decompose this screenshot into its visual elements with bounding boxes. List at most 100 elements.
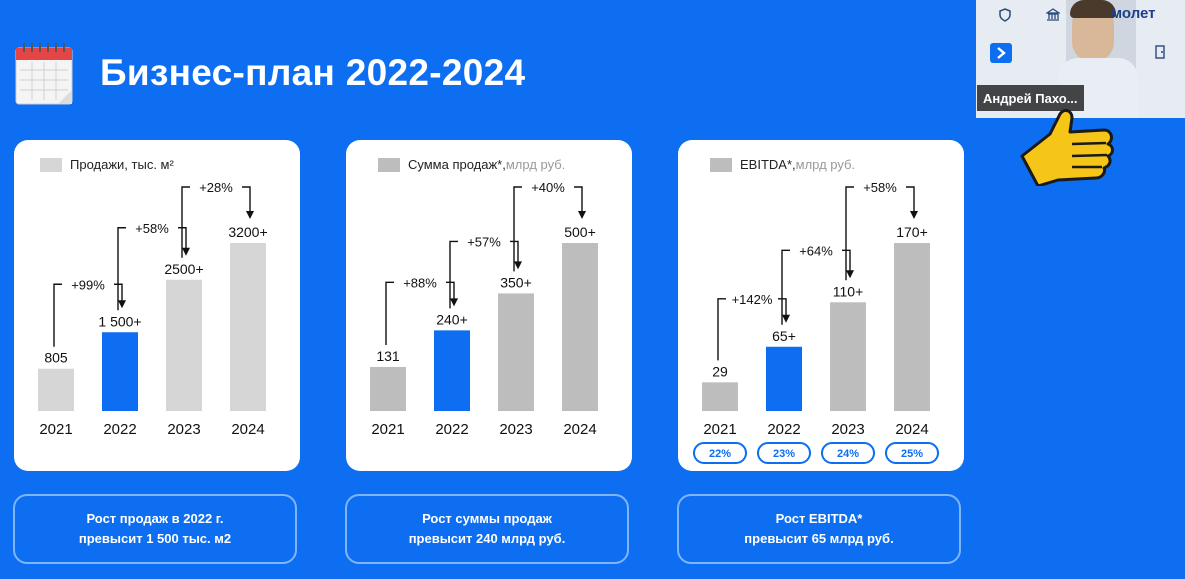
bar-2021 — [38, 368, 74, 411]
sales-area-bar-chart: 805 2021 1 500+ 2022 2500+ 2023 3200+ 2024 +99% +… — [38, 180, 268, 438]
legend-swatch — [710, 157, 732, 172]
shield-icon[interactable] — [994, 6, 1016, 24]
x-tick-label: 2021 — [703, 421, 736, 438]
chevron-right-icon[interactable] — [990, 43, 1012, 63]
bank-icon[interactable] — [1042, 6, 1064, 24]
growth-arrowhead — [450, 298, 458, 307]
x-tick-label: 2022 — [767, 421, 800, 438]
ebitda-summary: Рост EBITDA* превысит 65 млрд руб. — [677, 494, 961, 564]
sales-amount-bar-chart: 131 2021 240+ 2022 350+ 2023 500+ 2024 +88% +57% +… — [370, 180, 598, 438]
growth-arrow-line — [178, 227, 187, 252]
bar-value-label: 110+ — [833, 283, 864, 299]
growth-label: +57% — [467, 234, 501, 249]
growth-arrow-line — [446, 281, 455, 303]
person-silhouette — [1058, 0, 1138, 118]
growth-arrowhead — [118, 300, 126, 309]
growth-arrowhead — [846, 270, 854, 279]
growth-arrowhead — [578, 211, 586, 219]
growth-label: +88% — [403, 275, 437, 290]
growth-arrowhead — [182, 247, 190, 256]
growth-arrow-line — [242, 186, 251, 215]
bar-2021 — [702, 382, 738, 411]
growth-arrowhead — [782, 314, 790, 323]
legend-unit: млрд руб. — [505, 157, 566, 172]
bar-value-label: 500+ — [564, 224, 596, 240]
x-tick-label: 2024 — [231, 421, 264, 438]
door-icon[interactable] — [1149, 43, 1171, 61]
margin-badge — [821, 442, 875, 464]
growth-label: +99% — [71, 277, 105, 292]
growth-arrow-line — [906, 186, 915, 215]
thumbs-up-icon — [1020, 109, 1114, 186]
bar-value-label: 2500+ — [164, 261, 203, 277]
summary-text: Рост продаж в 2022 г. превысит 1 500 тыс… — [78, 511, 232, 546]
growth-arrow-line — [842, 249, 851, 275]
ebitda-chart-card: EBITDA*, млрд руб. 29 2021 65+ 2022 110+ 2023… — [678, 140, 964, 471]
legend-label: EBITDA*, — [740, 157, 796, 172]
x-tick-label: 2023 — [167, 421, 200, 438]
growth-label: +40% — [531, 180, 565, 195]
growth-arrow-line — [53, 283, 62, 347]
growth-arrow-line — [513, 186, 522, 272]
chart-legend: Сумма продаж*, млрд руб. — [378, 157, 565, 172]
growth-arrow-line — [510, 240, 519, 266]
sales-amount-chart-card: Сумма продаж*, млрд руб. 131 2021 240+ 2022… — [346, 140, 632, 471]
x-tick-label: 2024 — [563, 421, 596, 438]
x-tick-label: 2021 — [39, 421, 72, 438]
growth-label: +28% — [199, 180, 233, 195]
margin-badge-label: 24% — [837, 448, 859, 460]
brand-text: молет — [1111, 5, 1156, 22]
bar-value-label: 131 — [376, 348, 400, 364]
x-tick-label: 2022 — [103, 421, 136, 438]
growth-arrow-line — [385, 281, 394, 345]
margin-badge — [885, 442, 939, 464]
bar-2022 — [434, 330, 470, 411]
growth-arrow-line — [845, 186, 854, 281]
bar-2021 — [370, 366, 406, 411]
margin-badge-label: 23% — [773, 448, 795, 460]
bar-value-label: 1 500+ — [98, 313, 141, 329]
bar-value-label: 170+ — [896, 224, 928, 240]
growth-label: +142% — [732, 292, 773, 307]
bar-2024 — [894, 243, 930, 411]
sales-area-chart-card: Продажи, тыс. м² 805 2021 1 500+ 2022 2500+ 2… — [14, 140, 300, 471]
growth-arrowhead — [514, 261, 522, 270]
growth-arrow-line — [449, 240, 458, 309]
legend-label: Сумма продаж*, — [408, 157, 506, 172]
x-tick-label: 2021 — [371, 421, 404, 438]
participant-name-tag: Андрей Пахо... — [977, 85, 1084, 111]
bar-2023 — [830, 302, 866, 411]
x-tick-label: 2022 — [435, 421, 468, 438]
legend-swatch — [378, 157, 400, 172]
summary-text: Рост EBITDA* превысит 65 млрд руб. — [744, 511, 894, 546]
ebitda-bar-chart: 29 2021 65+ 2022 110+ 2023 170+ 2024 +142% +64% +5… — [693, 180, 939, 464]
bar-value-label: 29 — [712, 363, 728, 379]
chart-legend: EBITDA*, млрд руб. — [710, 157, 855, 172]
calendar-icon — [15, 43, 73, 105]
margin-badge-label: 25% — [901, 448, 923, 460]
x-tick-label: 2023 — [831, 421, 864, 438]
growth-arrowhead — [910, 211, 918, 219]
growth-label: +58% — [863, 180, 897, 195]
bar-2023 — [498, 293, 534, 411]
bar-2022 — [102, 332, 138, 411]
sales-amount-summary: Рост суммы продаж превысит 240 млрд руб. — [345, 494, 629, 564]
bar-2022 — [766, 346, 802, 411]
bar-value-label: 3200+ — [228, 224, 267, 240]
growth-arrow-line — [781, 249, 790, 325]
margin-badge — [757, 442, 811, 464]
slide-title: Бизнес-план 2022-2024 — [100, 52, 526, 93]
growth-label: +64% — [799, 243, 833, 258]
bar-value-label: 350+ — [500, 274, 532, 290]
legend-unit: млрд руб. — [795, 157, 856, 172]
x-tick-label: 2023 — [499, 421, 532, 438]
growth-arrow-line — [117, 227, 126, 311]
growth-label: +58% — [135, 221, 169, 236]
margin-badge-label: 22% — [709, 448, 731, 460]
bar-2023 — [166, 279, 202, 411]
bar-value-label: 65+ — [772, 328, 796, 344]
bar-2024 — [562, 243, 598, 411]
growth-arrow-line — [181, 186, 190, 258]
summary-text: Рост суммы продаж превысит 240 млрд руб. — [408, 511, 566, 546]
